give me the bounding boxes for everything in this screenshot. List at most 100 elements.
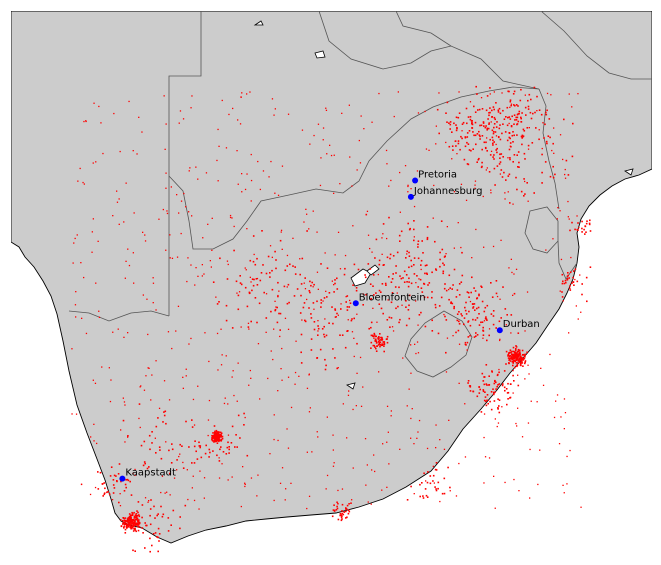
city-marker-kaapstadt[interactable] [119,475,126,482]
data-point [146,298,148,300]
data-point [209,451,211,454]
data-point [499,157,501,159]
data-point [151,442,153,444]
data-point [418,419,421,422]
data-point [131,514,134,516]
data-point [135,518,137,521]
data-point [132,530,135,532]
data-point [530,117,533,120]
city-marker-durban[interactable] [496,327,503,334]
data-point [152,533,155,535]
data-point [435,125,437,127]
data-point [500,317,502,319]
data-point [508,122,510,125]
data-point [153,505,155,508]
data-point [127,436,129,438]
data-point [237,414,240,417]
data-point [116,480,118,482]
data-point [300,351,302,354]
data-point [158,540,160,542]
data-point [370,326,372,329]
data-point [482,195,484,198]
data-point [340,303,342,305]
data-point [247,322,250,324]
data-point [505,350,508,353]
data-point [491,371,493,373]
data-point [336,505,338,508]
data-point [193,445,196,448]
data-point [231,425,234,428]
data-point [328,292,331,294]
city-label-johannesburg: Johannesburg [413,186,483,197]
data-point [513,357,516,359]
data-point [417,352,420,354]
data-point [435,447,437,449]
data-point [514,119,516,121]
data-point [514,104,516,107]
data-point [474,111,477,113]
data-point [72,262,74,264]
data-point [442,262,444,265]
data-point [481,161,483,164]
data-point [217,434,219,436]
data-point [434,468,437,471]
data-point [136,517,138,520]
data-point [182,376,184,378]
data-point [434,486,436,488]
data-point [419,495,421,498]
data-point [239,123,242,125]
data-point [407,222,409,225]
data-point [122,419,125,422]
data-point [320,302,323,304]
data-point [457,329,460,332]
city-marker-bloemfontein[interactable] [352,300,359,307]
data-point [325,488,327,490]
data-point [512,161,514,163]
data-point [190,264,192,266]
data-point [584,233,586,235]
data-point [158,407,161,409]
data-point [466,349,468,351]
data-point [334,316,337,318]
data-point [492,315,495,317]
data-point [491,296,494,298]
data-point [231,376,233,378]
data-point [185,206,187,208]
data-point [458,112,461,114]
city-marker-pretoria[interactable] [412,177,419,184]
data-point [177,305,180,307]
data-point [156,514,158,517]
data-point [581,220,583,223]
data-point [128,522,131,524]
data-point [507,191,509,193]
city-marker-johannesburg[interactable] [407,193,414,200]
data-point [194,440,196,442]
data-point [382,233,384,235]
data-point [269,272,271,274]
data-point [194,284,196,286]
data-point [496,151,498,154]
data-point [216,159,218,162]
data-point [128,516,131,519]
data-point [511,271,513,274]
data-point [165,441,167,443]
data-point [379,343,381,346]
data-point [386,441,388,443]
data-point [455,495,458,497]
data-point [512,346,515,349]
data-point [148,466,150,468]
data-point [112,492,115,494]
data-point [301,319,303,321]
data-point [226,278,229,280]
data-point [509,396,512,399]
data-point [486,384,488,386]
data-point [198,445,201,447]
data-point [176,469,178,471]
data-point [388,463,390,465]
data-point [371,251,373,253]
data-point [340,308,342,310]
data-point [92,379,94,381]
data-point [509,349,512,351]
data-point [485,404,488,407]
data-point [479,138,481,140]
